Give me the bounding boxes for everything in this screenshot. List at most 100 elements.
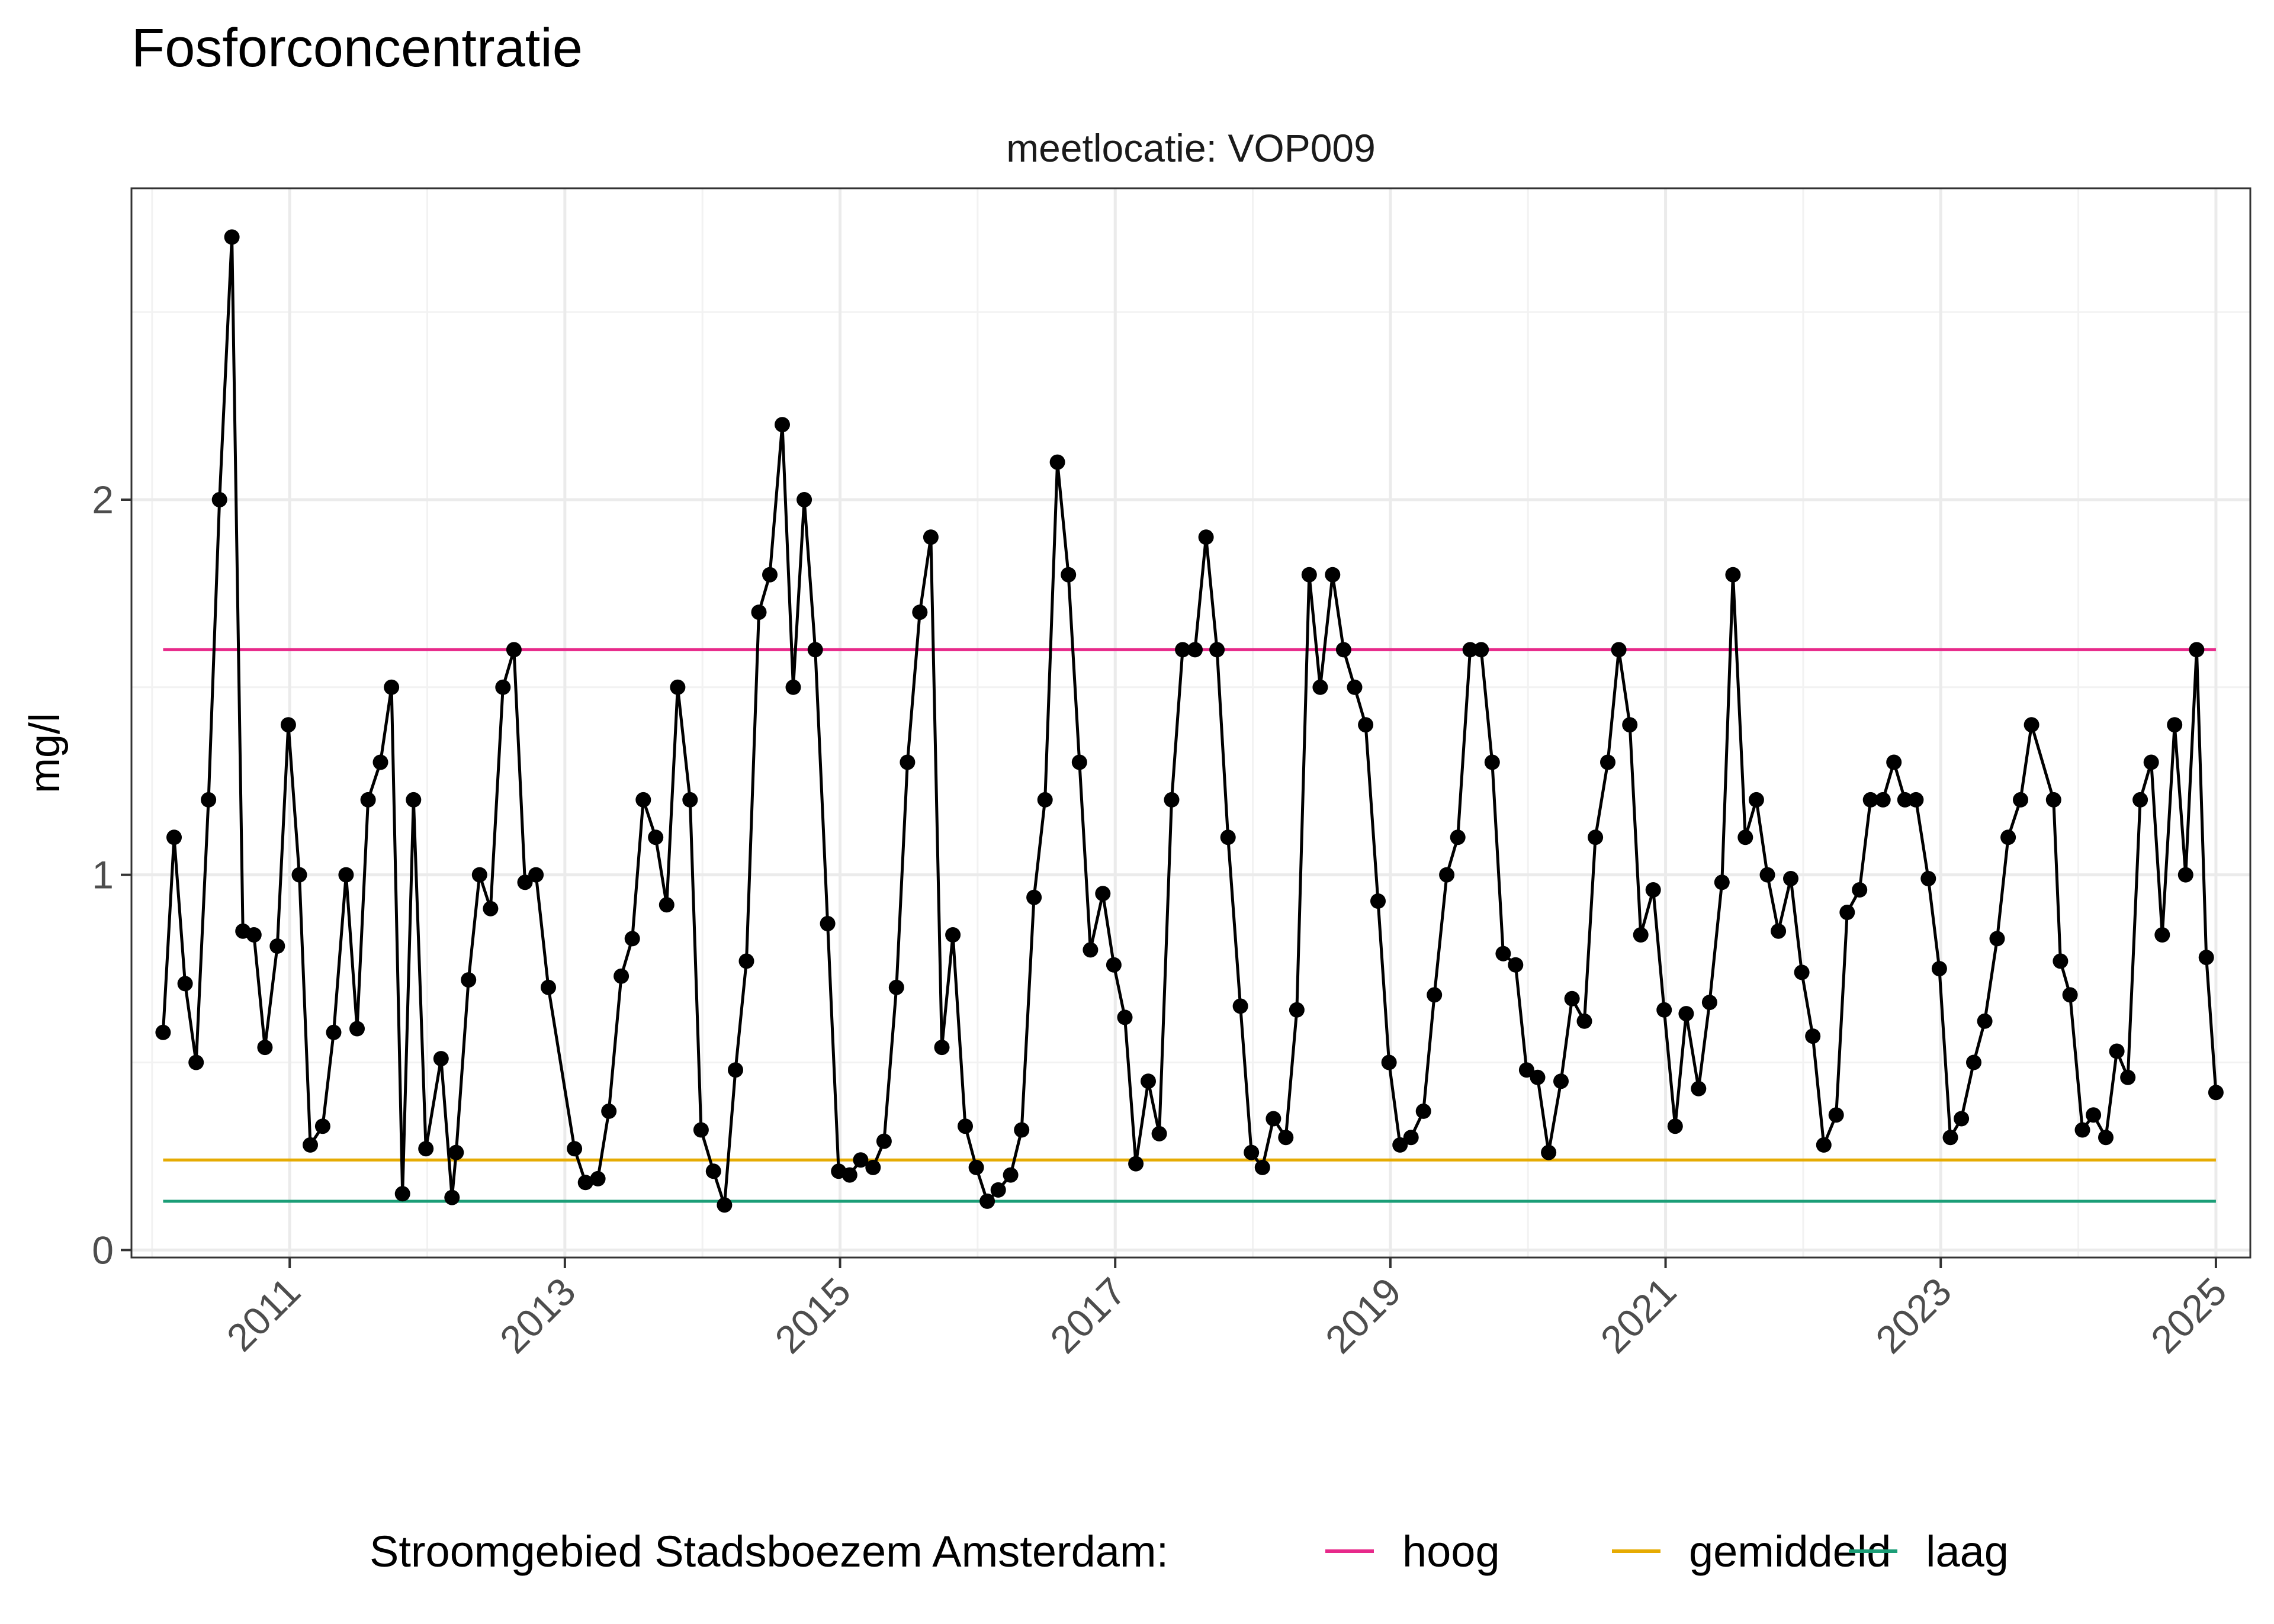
data-point [406,792,422,808]
data-point [517,874,533,890]
data-point [1026,889,1042,905]
data-point [751,604,767,620]
data-point [659,897,675,913]
data-point [1611,642,1627,658]
x-tick-label: 2023 [1867,1269,1960,1362]
data-point [2198,950,2214,966]
data-point [968,1159,984,1175]
reference-lines [163,648,2216,1203]
y-tick-label: 0 [92,1228,114,1272]
data-point [2000,829,2016,845]
data-point [820,916,836,931]
data-point [1254,1159,1270,1175]
data-point [1656,1002,1672,1018]
data-point [1278,1130,1294,1146]
data-point [1783,871,1798,886]
data-point [394,1186,410,1202]
legend-title: Stroomgebied Stadsboezem Amsterdam: [370,1527,1168,1576]
grid-major [131,188,2250,1258]
data-point [1164,792,1180,808]
data-point [888,979,904,995]
data-point [2208,1085,2224,1101]
data-point [1312,679,1328,695]
data-point [1816,1137,1832,1153]
data-point [495,679,511,695]
data-point [1701,995,1717,1011]
data-point [1014,1122,1030,1138]
data-point [1450,829,1466,845]
data-point [2045,792,2061,808]
data-point [1325,567,1341,583]
data-point [1576,1013,1592,1029]
data-point [1678,1006,1694,1022]
data-point [1737,829,1753,845]
panel-border [130,187,2251,1259]
data-point [224,229,240,245]
series-line [161,235,2218,1207]
data-point [201,792,217,808]
data-point [1977,1013,1993,1029]
data-point [2189,642,2205,658]
data-point [853,1152,869,1168]
data-point [1748,792,1764,808]
data-point [1049,454,1065,470]
data-point [2024,717,2039,733]
data-point [1989,931,2005,947]
data-point [1771,923,1787,939]
data-point [1244,1144,1260,1160]
chart-title: Fosforconcentratie [131,18,583,78]
data-point [1403,1130,1419,1146]
data-point [1061,567,1077,583]
data-point [246,927,262,943]
grid-minor [131,188,2250,1258]
data-point [1037,792,1053,808]
data-point [1518,1062,1534,1078]
data-point [269,938,285,954]
data-point [1392,1137,1408,1153]
data-point [796,492,812,507]
data-point [1530,1069,1546,1085]
data-point [841,1167,857,1183]
data-point [1564,991,1580,1006]
data-point [865,1159,881,1175]
data-point [785,679,801,695]
data-point [958,1118,973,1134]
data-point [541,979,556,995]
data-point [567,1141,583,1157]
data-point [648,829,664,845]
x-tick-label: 2015 [766,1269,859,1362]
data-point [2143,754,2159,770]
data-point [945,927,961,943]
data-point [1954,1111,1970,1127]
data-point [624,931,640,947]
data-point [1151,1125,1167,1141]
data-point [635,792,651,808]
data-point [1828,1107,1844,1123]
data-point [1232,998,1248,1014]
data-point [990,1182,1006,1198]
x-tick-label: 2019 [1317,1269,1409,1362]
data-point [682,792,698,808]
data-point [314,1118,330,1134]
data-point [1083,942,1099,958]
data-point [775,417,790,433]
legend-label-laag: laag [1926,1527,2009,1576]
data-point [2154,927,2170,943]
data-point [1198,529,1214,545]
data-point [291,867,307,883]
data-point [1588,829,1604,845]
data-point [912,604,928,620]
data-point [1667,1118,1683,1134]
data-point [1358,717,1374,733]
data-point [693,1122,709,1138]
data-point [338,867,354,883]
data-point [705,1163,721,1179]
data-point [1220,829,1236,845]
data-point [1370,893,1386,909]
data-point [762,567,778,583]
data-point [188,1054,204,1070]
data-point [1875,792,1891,808]
data-point [506,642,522,658]
data-point [1862,792,1878,808]
